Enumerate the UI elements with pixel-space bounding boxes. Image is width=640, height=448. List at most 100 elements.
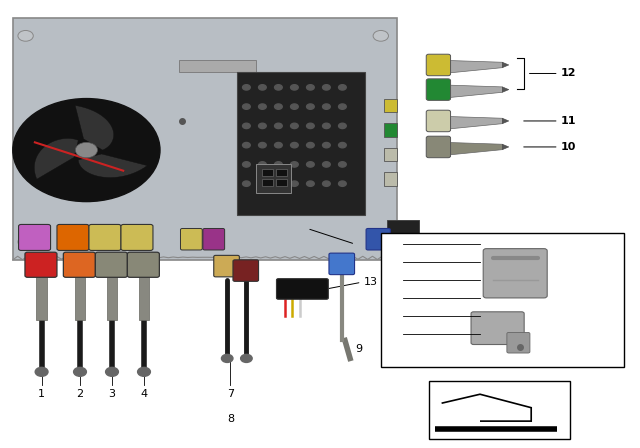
Text: 11: 11 — [561, 116, 576, 126]
Polygon shape — [502, 87, 509, 92]
Circle shape — [259, 85, 266, 90]
FancyBboxPatch shape — [366, 228, 390, 250]
Bar — [384, 123, 397, 137]
FancyBboxPatch shape — [57, 224, 89, 250]
FancyBboxPatch shape — [426, 110, 451, 132]
Polygon shape — [448, 142, 502, 155]
Bar — [262, 169, 273, 176]
Circle shape — [307, 85, 314, 90]
Text: 3: 3 — [109, 389, 115, 399]
FancyBboxPatch shape — [25, 252, 57, 277]
FancyBboxPatch shape — [426, 79, 451, 100]
Circle shape — [13, 99, 160, 202]
FancyBboxPatch shape — [233, 260, 259, 281]
Circle shape — [18, 237, 33, 247]
Circle shape — [291, 162, 298, 167]
Bar — [256, 164, 291, 193]
Text: 2: 2 — [76, 389, 84, 399]
Circle shape — [275, 162, 282, 167]
FancyBboxPatch shape — [471, 312, 524, 345]
Text: 9: 9 — [387, 275, 394, 285]
Bar — [139, 273, 149, 320]
Circle shape — [243, 104, 250, 109]
Text: 8: 8 — [387, 257, 394, 267]
Circle shape — [307, 162, 314, 167]
Circle shape — [339, 104, 346, 109]
Text: 1: 1 — [38, 389, 45, 399]
FancyBboxPatch shape — [95, 252, 127, 277]
Text: 6: 6 — [552, 329, 560, 339]
Circle shape — [74, 367, 86, 376]
Polygon shape — [448, 60, 502, 73]
Bar — [276, 179, 287, 186]
Text: 9: 9 — [355, 345, 362, 354]
Circle shape — [307, 181, 314, 186]
FancyBboxPatch shape — [276, 279, 328, 299]
Circle shape — [243, 142, 250, 148]
Circle shape — [291, 142, 298, 148]
Circle shape — [275, 85, 282, 90]
Circle shape — [323, 142, 330, 148]
Circle shape — [323, 162, 330, 167]
Circle shape — [243, 181, 250, 186]
Circle shape — [323, 181, 330, 186]
Bar — [384, 172, 397, 186]
Polygon shape — [448, 85, 502, 98]
Circle shape — [275, 181, 282, 186]
Circle shape — [35, 367, 48, 376]
Circle shape — [243, 85, 250, 90]
Bar — [237, 72, 365, 215]
Circle shape — [339, 85, 346, 90]
Text: 13: 13 — [364, 277, 378, 287]
Circle shape — [259, 181, 266, 186]
FancyBboxPatch shape — [483, 249, 547, 298]
Polygon shape — [75, 105, 114, 150]
FancyBboxPatch shape — [19, 224, 51, 250]
Circle shape — [339, 142, 346, 148]
Text: 12: 12 — [387, 329, 402, 339]
FancyBboxPatch shape — [89, 224, 121, 250]
FancyBboxPatch shape — [426, 136, 451, 158]
Text: 11: 11 — [387, 311, 402, 321]
Polygon shape — [78, 154, 147, 177]
Circle shape — [323, 104, 330, 109]
Circle shape — [106, 367, 118, 376]
Circle shape — [18, 30, 33, 41]
Circle shape — [275, 142, 282, 148]
Bar — [276, 169, 287, 176]
Text: 5: 5 — [565, 268, 573, 278]
Circle shape — [339, 181, 346, 186]
Circle shape — [259, 123, 266, 129]
Circle shape — [339, 162, 346, 167]
Circle shape — [373, 30, 388, 41]
FancyBboxPatch shape — [426, 54, 451, 76]
Circle shape — [275, 104, 282, 109]
Bar — [429, 381, 570, 439]
Circle shape — [291, 85, 298, 90]
Circle shape — [243, 123, 250, 129]
Bar — [387, 220, 419, 235]
Circle shape — [259, 104, 266, 109]
Text: 7: 7 — [387, 239, 395, 249]
Polygon shape — [502, 118, 509, 124]
Circle shape — [323, 85, 330, 90]
FancyBboxPatch shape — [329, 253, 355, 275]
Circle shape — [275, 123, 282, 129]
Circle shape — [307, 104, 314, 109]
Text: 8: 8 — [227, 414, 234, 424]
Bar — [13, 18, 397, 260]
Text: 12: 12 — [561, 69, 576, 78]
Circle shape — [259, 162, 266, 167]
Circle shape — [307, 142, 314, 148]
Bar — [75, 273, 85, 320]
Circle shape — [291, 123, 298, 129]
Circle shape — [307, 123, 314, 129]
FancyBboxPatch shape — [121, 224, 153, 250]
Bar — [381, 233, 624, 367]
Bar — [107, 273, 117, 320]
Bar — [384, 148, 397, 161]
FancyBboxPatch shape — [507, 332, 530, 353]
FancyBboxPatch shape — [214, 255, 239, 277]
Circle shape — [323, 123, 330, 129]
FancyBboxPatch shape — [127, 252, 159, 277]
